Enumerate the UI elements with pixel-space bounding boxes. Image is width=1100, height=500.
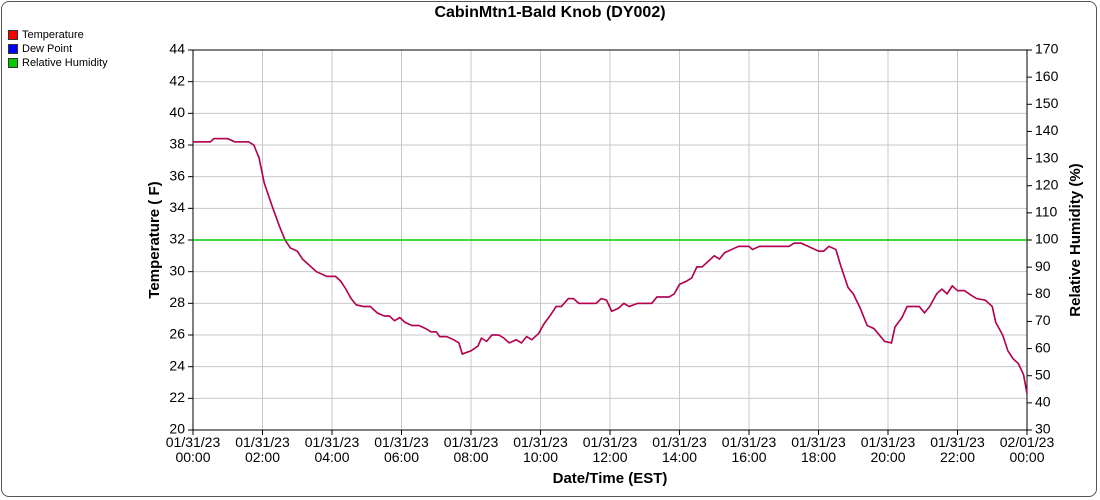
y2-tick-label: 30 xyxy=(1035,421,1051,437)
y2-tick-label: 110 xyxy=(1035,204,1058,220)
y-tick-label: 24 xyxy=(169,357,185,373)
x-axis-title: Date/Time (EST) xyxy=(553,470,668,487)
y-tick-label: 40 xyxy=(169,104,185,120)
y-tick-label: 38 xyxy=(169,136,185,152)
y2-tick-label: 170 xyxy=(1035,41,1059,57)
legend: Temperature Dew Point Relative Humidity xyxy=(8,28,108,70)
y-tick-label: 28 xyxy=(169,294,185,310)
x-tick-label: 01/31/23 20:00 xyxy=(860,434,916,465)
x-tick-label: 01/31/23 14:00 xyxy=(652,434,707,465)
y-tick-label: 26 xyxy=(169,326,185,342)
chart-title: CabinMtn1-Bald Knob (DY002) xyxy=(434,4,665,21)
legend-label: Relative Humidity xyxy=(22,57,108,69)
y2-tick-label: 120 xyxy=(1035,176,1059,192)
legend-entry: Dew Point xyxy=(8,42,108,56)
y2-tick-label: 100 xyxy=(1035,231,1059,247)
y2-tick-label: 40 xyxy=(1035,394,1051,410)
y2-tick-label: 130 xyxy=(1035,149,1059,165)
y-tick-label: 32 xyxy=(169,231,185,247)
x-tick-label: 01/31/23 12:00 xyxy=(582,434,638,465)
y2-tick-label: 60 xyxy=(1035,339,1051,355)
x-tick-label: 01/31/23 16:00 xyxy=(721,434,777,465)
legend-swatch xyxy=(8,30,18,40)
legend-swatch xyxy=(8,58,18,68)
series-line xyxy=(193,137,1028,394)
x-tick-label: 01/31/23 22:00 xyxy=(930,434,985,465)
y2-tick-label: 70 xyxy=(1035,312,1051,328)
y2-tick-label: 150 xyxy=(1035,95,1059,111)
y2-tick-label: 90 xyxy=(1035,258,1051,274)
legend-swatch xyxy=(8,44,18,54)
y2-tick-label: 140 xyxy=(1035,122,1059,138)
x-tick-label: 01/31/23 08:00 xyxy=(443,434,499,465)
legend-entry: Temperature xyxy=(8,28,108,42)
y2-axis-title: Relative Humidity (%) xyxy=(1067,163,1084,316)
y2-tick-label: 50 xyxy=(1035,366,1051,382)
x-tick-label: 01/31/23 02:00 xyxy=(235,434,290,465)
y2-tick-label: 160 xyxy=(1035,68,1059,84)
y-tick-label: 22 xyxy=(169,389,185,405)
x-tick-label: 02/01/23 00:00 xyxy=(999,434,1055,465)
y2-tick-label: 80 xyxy=(1035,285,1051,301)
y-tick-label: 36 xyxy=(169,167,185,183)
y-tick-label: 30 xyxy=(169,262,185,278)
legend-label: Dew Point xyxy=(22,43,73,55)
x-tick-label: 01/31/23 18:00 xyxy=(791,434,846,465)
legend-label: Temperature xyxy=(22,29,84,41)
x-tick-label: 01/31/23 10:00 xyxy=(513,434,568,465)
x-tick-label: 01/31/23 04:00 xyxy=(304,434,360,465)
y-tick-label: 20 xyxy=(169,421,185,437)
y-tick-label: 42 xyxy=(169,72,185,88)
x-tick-label: 01/31/23 00:00 xyxy=(165,434,221,465)
legend-entry: Relative Humidity xyxy=(8,56,108,70)
x-tick-label: 01/31/23 06:00 xyxy=(374,434,429,465)
y-tick-label: 44 xyxy=(169,41,185,57)
y-tick-label: 34 xyxy=(169,199,185,215)
y-axis-title: Temperature ( F) xyxy=(146,181,163,298)
